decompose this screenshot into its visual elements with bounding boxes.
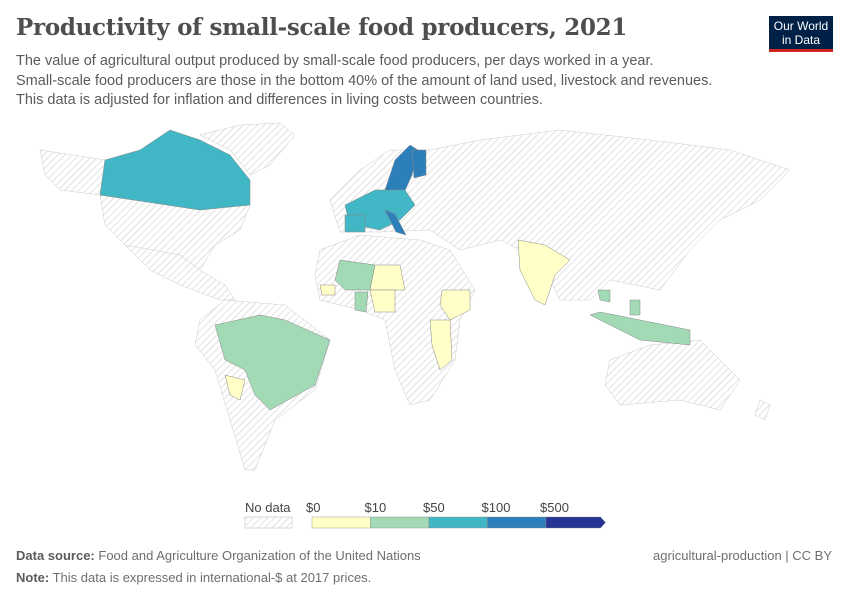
- country-tanzania[interactable]: [429, 319, 453, 371]
- country-nigeria[interactable]: [369, 289, 396, 313]
- country-senegal[interactable]: [319, 284, 336, 296]
- no-data-swatch: [244, 516, 293, 529]
- owid-logo[interactable]: Our World in Data: [769, 16, 833, 52]
- no-data-label: No data: [245, 500, 291, 515]
- land-greenland[interactable]: [199, 122, 296, 176]
- legend-bin[interactable]: [370, 516, 430, 529]
- legend-bin[interactable]: [487, 516, 547, 529]
- country-ethiopia[interactable]: [439, 289, 471, 321]
- source-line: Data source: Food and Agriculture Organi…: [16, 548, 421, 563]
- note-label: Note:: [16, 570, 50, 585]
- country-vietnam[interactable]: [597, 289, 611, 303]
- country-finland[interactable]: [411, 149, 427, 179]
- land-africa[interactable]: [314, 234, 476, 406]
- land-alaska[interactable]: [39, 149, 106, 196]
- country-philippines[interactable]: [629, 299, 641, 316]
- subtitle-line: The value of agricultural output produce…: [16, 53, 654, 69]
- chart-title: Productivity of small-scale food produce…: [16, 14, 628, 41]
- world-map: [39, 122, 791, 471]
- country-india[interactable]: [517, 239, 571, 306]
- note-text: This data is expressed in international-…: [52, 570, 372, 585]
- legend-bin[interactable]: [428, 516, 488, 529]
- legend-tick-label: $100: [482, 500, 511, 515]
- source-label: Data source:: [16, 548, 95, 563]
- map-legend: No data $0 $10 $50 $100 $500: [244, 500, 606, 529]
- country-spain[interactable]: [344, 214, 366, 233]
- land-central-america[interactable]: [124, 244, 236, 301]
- country-mali[interactable]: [334, 259, 376, 291]
- country-niger[interactable]: [369, 264, 406, 291]
- country-canada[interactable]: [99, 129, 251, 211]
- legend-tick-label: $10: [365, 500, 387, 515]
- logo-line: in Data: [781, 33, 821, 47]
- subtitle-line: This data is adjusted for inflation and …: [16, 92, 543, 108]
- legend-tick-label: $50: [423, 500, 445, 515]
- land-new-zealand[interactable]: [754, 399, 771, 421]
- logo-line: Our World: [773, 19, 829, 33]
- legend-tick-label: $500: [540, 500, 569, 515]
- land-australia[interactable]: [604, 339, 741, 411]
- country-paraguay[interactable]: [224, 374, 246, 401]
- source-text[interactable]: Food and Agriculture Organization of the…: [98, 548, 421, 563]
- country-indonesia[interactable]: [589, 311, 691, 346]
- legend-bin[interactable]: [311, 516, 371, 529]
- legend-tick-label: $0: [306, 500, 320, 515]
- country-ghana[interactable]: [354, 291, 369, 313]
- legend-bin[interactable]: [545, 516, 606, 529]
- country-brazil[interactable]: [214, 314, 331, 411]
- subtitle-line: Small-scale food producers are those in …: [16, 72, 713, 89]
- land-eurasia[interactable]: [329, 129, 791, 301]
- license[interactable]: agricultural-production | CC BY: [653, 548, 832, 563]
- note-line: Note: This data is expressed in internat…: [16, 570, 371, 585]
- chart-subtitle: The value of agricultural output produce…: [16, 52, 756, 111]
- country-italy[interactable]: [384, 209, 407, 236]
